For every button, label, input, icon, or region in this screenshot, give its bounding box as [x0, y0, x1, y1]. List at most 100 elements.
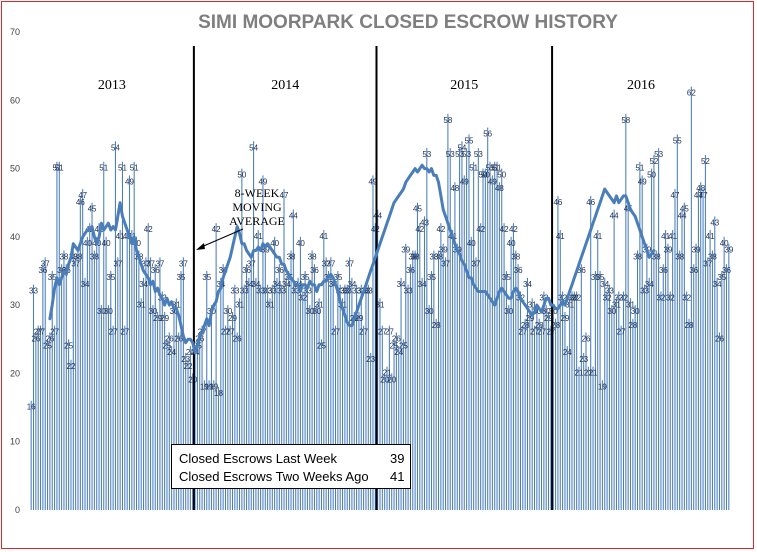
data-label: 30 — [607, 307, 616, 316]
bar — [135, 236, 138, 511]
data-label: 27 — [530, 328, 539, 337]
bar — [686, 291, 688, 510]
data-label: 38 — [90, 253, 99, 262]
data-label: 54 — [249, 143, 258, 152]
bar — [253, 141, 255, 510]
bar — [75, 257, 77, 510]
data-label: 37 — [441, 259, 450, 268]
data-label: 29 — [560, 314, 569, 323]
data-label: 51 — [493, 164, 502, 173]
data-label: 36 — [310, 266, 319, 275]
data-label: 36 — [151, 266, 160, 275]
bar — [360, 284, 362, 510]
data-label: 33 — [404, 287, 413, 296]
data-label: 37 — [345, 259, 354, 268]
bar — [175, 298, 177, 510]
bar — [543, 291, 545, 510]
data-label: 35 — [333, 273, 342, 282]
bar — [445, 257, 447, 510]
bar — [473, 161, 475, 511]
last-week-value: 39 — [390, 451, 405, 466]
bar — [562, 291, 564, 510]
bar — [454, 182, 456, 511]
data-label: 27 — [221, 328, 230, 337]
data-label: 34 — [81, 280, 90, 289]
bar — [42, 264, 44, 510]
bar — [433, 250, 435, 510]
bar — [688, 318, 690, 510]
data-label: 38 — [74, 253, 83, 262]
bar — [222, 264, 224, 510]
bar — [138, 250, 140, 510]
data-label: 30 — [170, 307, 179, 316]
bar — [576, 291, 578, 510]
bar — [35, 332, 37, 510]
data-label: 19 — [598, 382, 607, 391]
bar — [126, 230, 128, 510]
data-label: 42 — [436, 225, 445, 234]
bar — [569, 298, 571, 510]
bar — [292, 209, 294, 511]
bar — [297, 277, 299, 510]
data-label: 54 — [457, 143, 466, 152]
bar — [416, 202, 418, 510]
data-label: 35 — [427, 273, 436, 282]
bar — [313, 264, 315, 510]
bar — [257, 230, 259, 510]
data-label: 33 — [340, 287, 349, 296]
data-label: 38 — [652, 253, 661, 262]
data-label: 27 — [518, 328, 527, 337]
bar — [503, 223, 505, 510]
data-label: 38 — [429, 253, 438, 262]
bar — [30, 400, 32, 510]
bar — [718, 332, 720, 510]
data-label: 36 — [659, 266, 668, 275]
bar — [487, 127, 489, 510]
chart-title: SIMI MOORPARK CLOSED ESCROW HISTORY — [198, 12, 618, 33]
bar — [150, 257, 152, 510]
data-label: 30 — [104, 307, 113, 316]
bar — [641, 175, 643, 510]
bar — [456, 243, 458, 510]
data-label: 23 — [181, 355, 190, 364]
bar — [353, 311, 355, 510]
data-label: 35 — [301, 273, 310, 282]
data-label: 41 — [556, 232, 565, 241]
data-label: 33 — [268, 287, 277, 296]
data-label: 32 — [666, 293, 675, 302]
data-label: 33 — [303, 287, 312, 296]
data-label: 30 — [425, 307, 434, 316]
data-label: 50 — [497, 171, 506, 180]
bar — [241, 168, 243, 510]
bar — [721, 271, 723, 510]
bar — [494, 161, 496, 511]
data-label: 33 — [263, 287, 272, 296]
bar — [388, 325, 390, 510]
bar — [667, 243, 669, 510]
data-label: 24 — [186, 348, 195, 357]
data-label: 33 — [352, 287, 361, 296]
data-label: 16 — [27, 403, 36, 412]
bar — [86, 236, 88, 511]
year-label: 2015 — [450, 78, 478, 93]
bar — [613, 209, 615, 511]
bar — [430, 271, 433, 510]
data-label: 27 — [385, 328, 394, 337]
data-label: 30 — [148, 307, 157, 316]
data-label: 25 — [43, 341, 52, 350]
data-label: 41 — [319, 232, 328, 241]
data-label: 54 — [111, 143, 120, 152]
bar — [147, 223, 149, 510]
data-label: 42 — [144, 225, 153, 234]
data-label: 53 — [455, 150, 464, 159]
bar — [402, 339, 404, 510]
bar — [601, 380, 603, 510]
bar — [239, 298, 241, 510]
data-label: 35 — [48, 273, 57, 282]
data-label: 39 — [439, 246, 448, 255]
bar — [105, 236, 107, 511]
bar — [47, 339, 49, 510]
bar — [196, 339, 198, 510]
bar — [302, 291, 304, 510]
